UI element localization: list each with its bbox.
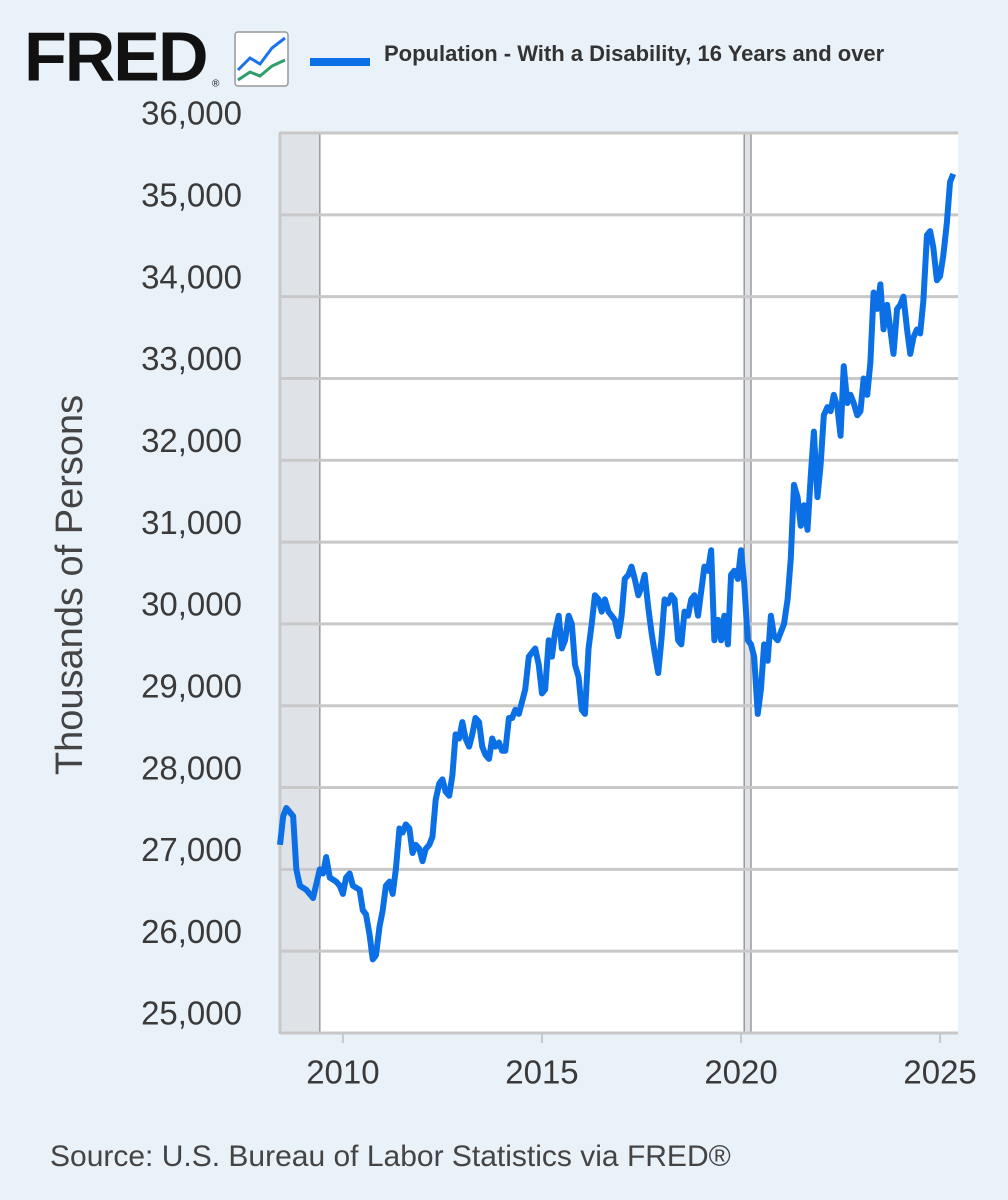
x-tick-label: 2020	[704, 1054, 777, 1091]
logo: FRED	[24, 17, 207, 95]
y-tick-label: 29,000	[141, 667, 242, 704]
y-tick-label: 34,000	[141, 258, 242, 295]
y-tick-label: 30,000	[141, 586, 242, 623]
y-axis-title: Thousands of Persons	[49, 395, 91, 775]
y-tick-label: 33,000	[141, 340, 242, 377]
y-tick-label: 25,000	[141, 995, 242, 1032]
y-tick-label: 35,000	[141, 177, 242, 214]
legend-label: Population - With a Disability, 16 Years…	[384, 41, 885, 66]
source: Source: U.S. Bureau of Labor Statistics …	[50, 1140, 731, 1173]
y-tick-label: 31,000	[141, 504, 242, 541]
logo-icon	[234, 31, 289, 87]
x-tick-label: 2025	[903, 1054, 976, 1091]
y-tick-label: 26,000	[141, 913, 242, 950]
y-tick-label: 32,000	[141, 422, 242, 459]
x-tick-label: 2010	[306, 1054, 379, 1091]
y-tick-label: 28,000	[141, 749, 242, 786]
y-tick-label: 36,000	[141, 95, 242, 132]
logo-mark: ®	[212, 79, 220, 90]
y-tick-label: 27,000	[141, 831, 242, 868]
x-tick-label: 2015	[505, 1054, 578, 1091]
data-line	[277, 172, 957, 963]
